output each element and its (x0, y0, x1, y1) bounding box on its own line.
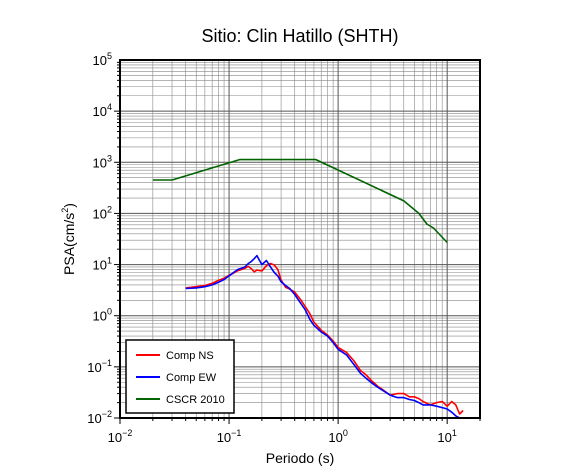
y-tick-label: 10−2 (87, 409, 112, 426)
y-axis-label-main: PSA(cm/s (61, 213, 77, 275)
x-tick-label: 100 (328, 428, 347, 445)
y-tick-label: 100 (93, 307, 112, 324)
chart-title: Sitio: Clin Hatillo (SHTH) (201, 26, 398, 46)
series-line-cscr-2010 (152, 158, 448, 244)
y-axis-label-superscript: 2 (60, 208, 70, 213)
y-tick-label: 102 (93, 204, 112, 221)
x-axis-label: Periodo (s) (266, 450, 334, 466)
y-tick-label: 101 (93, 256, 112, 273)
y-axis-label-close: ) (61, 203, 77, 208)
x-axis-ticks: 10−2 10−1 100 101 (108, 418, 481, 445)
legend-label: CSCR 2010 (166, 394, 225, 406)
legend-label: Comp NS (166, 350, 214, 362)
series-line-comp-ns (185, 262, 464, 415)
plot-frame (119, 59, 481, 419)
y-tick-label: 105 (93, 51, 112, 68)
y-tick-label: 104 (93, 102, 112, 119)
legend: Comp NS Comp EW CSCR 2010 (125, 339, 235, 414)
y-axis-label: PSA(cm/s2) (60, 203, 77, 275)
series-layer (152, 158, 464, 419)
series-line-comp-ew (185, 254, 460, 419)
x-tick-label: 10−2 (108, 428, 133, 445)
x-tick-label: 10−1 (217, 428, 242, 445)
legend-label: Comp EW (166, 372, 217, 384)
y-tick-label: 10−1 (87, 358, 112, 375)
y-tick-label: 103 (93, 153, 112, 170)
x-tick-label: 101 (437, 428, 456, 445)
y-axis-ticks: 10−2 10−1 100 101 102 103 104 105 (87, 51, 120, 426)
